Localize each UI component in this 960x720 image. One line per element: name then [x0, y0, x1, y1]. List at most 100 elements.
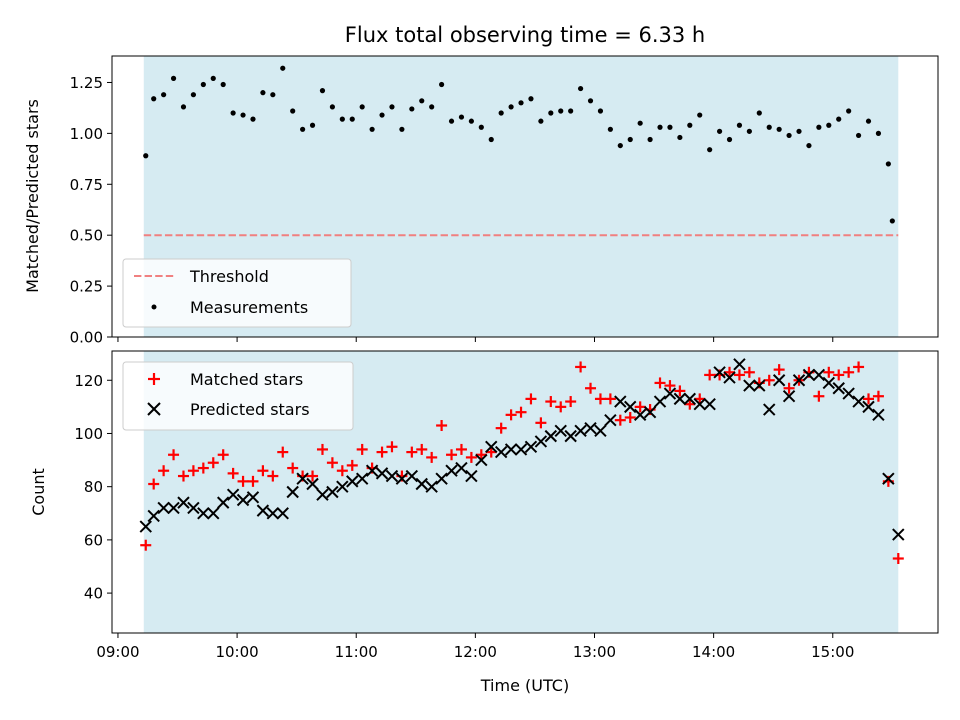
- measurement-point: [756, 110, 762, 116]
- predicted-star-point: [842, 387, 855, 400]
- predicted-star-point: [792, 374, 806, 387]
- predicted-star-point: [256, 504, 270, 517]
- predicted-star-point: [139, 520, 152, 533]
- measurement-point: [300, 126, 306, 132]
- bottom-x-ticks: 09:00 10:00 11:00 12:00 13:00 14:00 15:00: [96, 633, 854, 661]
- measurement-point: [220, 81, 226, 88]
- matched-star-point: [535, 417, 547, 429]
- measurement-point: [448, 118, 455, 124]
- measurement-point: [726, 136, 733, 143]
- matched-star-point: [654, 377, 666, 389]
- predicted-star-point: [604, 413, 617, 427]
- measurement-point: [498, 110, 504, 116]
- bottom-axes-frame: [111, 350, 939, 634]
- measurement-point: [548, 110, 554, 116]
- x-tick-label: 12:00: [454, 643, 497, 661]
- measurement-point: [846, 108, 852, 114]
- measurement-point: [597, 108, 604, 114]
- predicted-star-point: [772, 374, 786, 387]
- matched-star-point: [140, 539, 152, 551]
- predicted-star-point: [266, 507, 280, 520]
- predicted-star-point: [465, 469, 478, 483]
- measurement-point: [151, 96, 157, 102]
- measurement-point: [875, 130, 882, 136]
- measurement-point: [369, 126, 375, 132]
- measurement-point: [806, 142, 812, 149]
- predicted-star-point: [385, 469, 399, 483]
- measurement-point: [339, 116, 345, 122]
- matched-star-point: [892, 553, 904, 565]
- matched-star-point: [505, 409, 517, 421]
- matched-star-point: [773, 364, 785, 376]
- matched-star-point: [545, 396, 557, 408]
- predicted-star-point: [753, 379, 766, 392]
- matched-star-point: [823, 366, 835, 378]
- matched-star-point: [158, 465, 170, 477]
- matched-star-point: [277, 446, 289, 458]
- matched-stars-legend-swatch: [148, 373, 160, 385]
- predicted-star-point: [633, 408, 647, 422]
- measurement-point: [290, 108, 296, 114]
- measurement-point: [409, 106, 415, 112]
- predicted-star-point: [435, 472, 448, 485]
- predicted-star-point: [336, 480, 349, 493]
- matched-star-point: [485, 446, 497, 458]
- predicted-stars-legend-label: Predicted stars: [190, 400, 310, 419]
- predicted-star-point: [713, 366, 726, 379]
- measurement-point: [617, 142, 623, 149]
- predicted-star-point: [157, 501, 170, 515]
- predicted-star-point: [802, 368, 816, 382]
- measurement-point: [657, 124, 663, 130]
- measurement-point: [716, 128, 723, 134]
- predicted-star-point: [455, 461, 468, 475]
- matched-star-point: [724, 366, 736, 378]
- matched-star-point: [495, 422, 507, 434]
- matched-star-point: [664, 380, 676, 392]
- predicted-star-point: [574, 424, 587, 438]
- predicted-star-point: [365, 464, 379, 477]
- matched-star-point: [307, 470, 319, 482]
- top-y-tick-label: 1.25: [70, 74, 103, 92]
- matched-star-point: [743, 366, 755, 378]
- predicted-star-point: [246, 491, 260, 504]
- top-y-axis-label: Matched/Predicted stars: [23, 99, 42, 293]
- matched-star-point: [187, 465, 199, 477]
- predicted-star-point: [703, 398, 716, 411]
- top-y-tick-label: 0.50: [70, 227, 103, 245]
- measurement-point: [836, 116, 842, 122]
- matched-star-point: [624, 412, 636, 424]
- predicted-star-point: [544, 429, 558, 443]
- predicted-star-point: [673, 392, 687, 406]
- predicted-star-point: [693, 398, 706, 411]
- x-axis-label: Time (UTC): [480, 676, 569, 695]
- predicted-star-point: [624, 400, 637, 414]
- measurement-point: [359, 104, 365, 110]
- measurement-point: [488, 136, 494, 143]
- predicted-star-point: [425, 480, 438, 493]
- top-legend-box: [122, 258, 352, 328]
- matched-star-point: [446, 449, 458, 461]
- measurement-point: [478, 124, 484, 130]
- measurement-point: [280, 65, 286, 71]
- matched-star-point: [694, 393, 706, 405]
- matched-stars-legend-label: Matched stars: [190, 370, 303, 389]
- measurement-point: [200, 81, 206, 88]
- matched-star-point: [872, 390, 884, 402]
- top-axes-frame: [111, 55, 939, 338]
- top-legend: Threshold Measurements: [122, 258, 352, 328]
- x-tick-label: 13:00: [573, 643, 616, 661]
- matched-star-point: [326, 457, 338, 469]
- predicted-star-point: [445, 464, 458, 477]
- x-tick-label: 14:00: [692, 643, 735, 661]
- measurement-point: [240, 112, 246, 118]
- measurement-point: [677, 134, 683, 141]
- matched-star-point: [168, 449, 180, 461]
- matched-star-point: [148, 478, 160, 490]
- matched-star-point: [356, 443, 368, 455]
- predicted-star-point: [514, 443, 528, 456]
- measurement-point: [439, 81, 445, 88]
- matched-star-point: [475, 449, 487, 461]
- matched-star-point: [833, 369, 845, 381]
- measurement-point: [143, 153, 149, 159]
